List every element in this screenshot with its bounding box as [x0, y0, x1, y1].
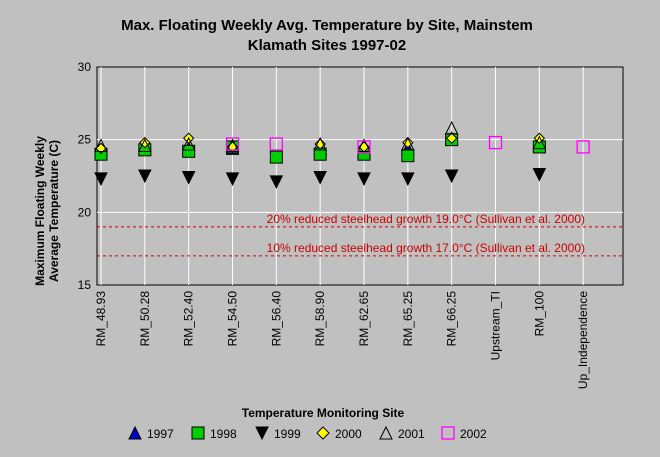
data-point-2002	[225, 137, 240, 151]
data-point-2001	[225, 138, 240, 152]
data-point-2002	[357, 140, 371, 154]
data-point-2002	[576, 140, 590, 154]
data-point-2001	[138, 138, 152, 152]
legend-marker-2000	[316, 426, 330, 440]
x-category-label: RM_50.28	[138, 291, 152, 347]
data-point-2001	[357, 138, 371, 152]
x-category-label: RM_62.65	[357, 291, 371, 347]
reference-lines: 20% reduced steelhead growth 19.0°C (Sul…	[97, 212, 623, 257]
legend-marker-1999	[255, 426, 269, 441]
data-point-2002	[488, 135, 503, 150]
x-category-label: RM_100	[532, 291, 546, 337]
data-point-2001	[444, 120, 459, 135]
data-point-1999	[444, 169, 459, 184]
y-tick-label: 15	[78, 278, 92, 292]
data-point-2001	[532, 135, 547, 150]
data-point-1999	[225, 172, 240, 187]
data-point-1998	[182, 144, 196, 158]
data-point-2000	[314, 138, 326, 150]
x-category-label: RM_52.40	[182, 291, 196, 347]
data-point-2001	[94, 138, 108, 152]
legend-label: 1997	[147, 427, 174, 441]
x-category-label: RM_65.25	[401, 291, 415, 347]
legend-label: 1999	[274, 427, 301, 441]
x-category-label: RM_58.90	[313, 291, 327, 347]
data-point-2001	[401, 136, 415, 151]
data-point-1999	[269, 175, 284, 189]
x-category-label: RM_48.93	[94, 291, 108, 347]
y-axis-label-line2: Average Temperature (C)	[47, 140, 61, 282]
data-point-1998	[269, 150, 283, 164]
x-category-label: Up_Independence	[576, 291, 590, 389]
data-point-2002	[269, 137, 283, 151]
legend-label: 2000	[335, 427, 362, 441]
reference-line-label: 10% reduced steelhead growth 17.0°C (Sul…	[267, 241, 585, 255]
data-point-1999	[181, 170, 196, 185]
chart-title-line1: Max. Floating Weekly Avg. Temperature by…	[121, 17, 533, 34]
data-point-1999	[94, 172, 108, 187]
data-point-2001	[181, 136, 196, 151]
legend: 1997 1998 1999 2000 2001 2002	[128, 425, 487, 441]
data-point-2001	[313, 136, 327, 151]
data-point-1999	[313, 170, 327, 185]
reference-line-label: 20% reduced steelhead growth 19.0°C (Sul…	[267, 212, 585, 226]
data-point-2000	[402, 136, 414, 149]
data-point-1999	[357, 172, 371, 187]
x-axis-label: Temperature Monitoring Site	[242, 406, 405, 420]
data-point-1998	[401, 149, 415, 163]
legend-marker-1997	[128, 425, 142, 440]
legend-marker-2002	[441, 426, 455, 440]
chart-title-line2: Klamath Sites 1997-02	[248, 37, 406, 54]
data-points	[94, 120, 590, 189]
x-category-label: RM_56.40	[269, 291, 283, 347]
legend-marker-2001	[379, 425, 393, 440]
y-tick-labels: 15 20 25 30	[78, 60, 92, 292]
legend-label: 2002	[460, 427, 487, 441]
y-tick-label: 25	[78, 133, 92, 147]
y-tick-label: 30	[78, 60, 92, 74]
data-point-2000	[445, 132, 458, 144]
x-category-labels: RM_48.93 RM_50.28 RM_52.40 RM_54.50 RM_56.40…	[94, 291, 590, 389]
data-point-1999	[401, 172, 415, 187]
x-category-label: RM_66.25	[445, 291, 459, 347]
legend-marker-1998	[191, 426, 205, 440]
y-axis-label-line1: Maximum Floating Weekly	[33, 136, 47, 286]
data-point-1999	[532, 168, 547, 182]
data-point-1999	[138, 169, 152, 184]
legend-label: 1998	[210, 427, 237, 441]
legend-label: 2001	[398, 427, 425, 441]
y-tick-label: 20	[78, 205, 92, 219]
x-category-label: Upstream_TI	[489, 291, 503, 360]
x-category-label: RM_54.50	[226, 291, 240, 347]
